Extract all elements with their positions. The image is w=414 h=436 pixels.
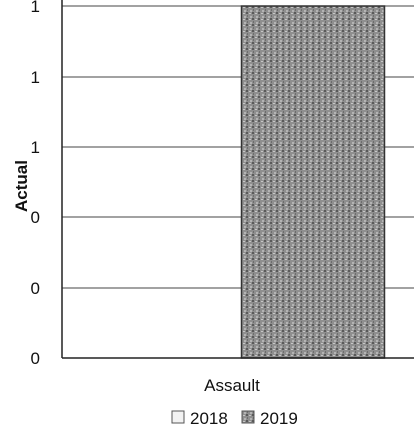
axes <box>61 0 414 359</box>
legend-label-2019: 2019 <box>260 409 298 428</box>
y-tick-labels: 0 0 0 1 1 1 <box>31 0 40 368</box>
y-tick-label-3: 1 <box>31 138 40 157</box>
y-tick-label-2: 0 <box>31 208 40 227</box>
y-tick-label-0: 0 <box>31 349 40 368</box>
legend-swatch-2018 <box>171 410 185 424</box>
y-axis-title: Actual <box>12 160 31 212</box>
bars <box>240 5 386 359</box>
y-tick-label-4: 1 <box>31 68 40 87</box>
y-tick-label-5: 1 <box>31 0 40 16</box>
y-tick-label-1: 0 <box>31 279 40 298</box>
bar-2019-assault <box>240 5 386 359</box>
x-tick-label-0: Assault <box>204 376 260 395</box>
legend: 2018 2019 <box>171 409 298 428</box>
legend-swatch-2019 <box>241 410 255 424</box>
legend-label-2018: 2018 <box>190 409 228 428</box>
x-tick-labels: Assault <box>204 376 260 395</box>
